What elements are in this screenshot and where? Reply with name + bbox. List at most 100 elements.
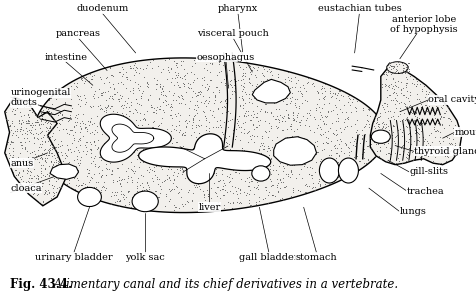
Point: [192, 177, 200, 181]
Point: [34, 176, 41, 180]
Point: [325, 153, 333, 157]
Point: [430, 152, 437, 157]
Point: [52, 190, 60, 194]
Point: [399, 71, 407, 75]
Point: [218, 69, 225, 74]
Point: [153, 105, 161, 110]
Point: [377, 134, 384, 139]
Point: [385, 127, 392, 132]
Point: [36, 122, 43, 126]
Point: [50, 186, 57, 191]
Polygon shape: [50, 164, 79, 179]
Point: [187, 69, 195, 74]
Point: [277, 97, 284, 102]
Point: [176, 166, 183, 170]
Point: [446, 116, 453, 120]
Point: [189, 116, 197, 121]
Point: [278, 127, 286, 132]
Point: [320, 102, 327, 106]
Point: [115, 198, 123, 203]
Point: [436, 117, 444, 121]
Point: [239, 71, 247, 75]
Point: [232, 81, 239, 86]
Point: [71, 166, 79, 171]
Point: [388, 65, 396, 70]
Point: [26, 107, 33, 112]
Point: [235, 149, 243, 154]
Point: [129, 110, 136, 115]
Point: [23, 167, 31, 172]
Point: [288, 124, 295, 128]
Point: [175, 189, 182, 194]
Point: [36, 123, 43, 128]
Point: [292, 153, 299, 157]
Point: [218, 99, 225, 104]
Point: [98, 173, 106, 177]
Point: [187, 155, 194, 160]
Point: [58, 109, 65, 113]
Point: [316, 97, 323, 102]
Point: [347, 164, 355, 168]
Point: [236, 186, 244, 191]
Point: [91, 142, 99, 147]
Point: [410, 145, 417, 150]
Point: [112, 118, 120, 123]
Point: [36, 126, 44, 131]
Point: [107, 104, 115, 109]
Point: [279, 91, 287, 96]
Point: [223, 104, 231, 109]
Point: [174, 171, 182, 176]
Point: [188, 63, 195, 68]
Point: [54, 149, 62, 154]
Point: [16, 127, 23, 131]
Point: [204, 101, 212, 106]
Point: [110, 92, 118, 97]
Point: [224, 97, 231, 102]
Point: [169, 173, 177, 177]
Point: [431, 150, 439, 155]
Point: [347, 148, 355, 153]
Point: [78, 76, 85, 81]
Point: [391, 70, 399, 75]
Point: [8, 138, 15, 143]
Point: [83, 149, 90, 153]
Point: [189, 146, 197, 151]
Point: [77, 121, 84, 126]
Point: [45, 109, 52, 113]
Point: [335, 160, 342, 164]
Point: [402, 84, 410, 89]
Point: [32, 113, 40, 117]
Point: [261, 166, 269, 171]
Point: [399, 62, 407, 67]
Point: [203, 187, 210, 192]
Point: [367, 113, 374, 118]
Point: [218, 144, 226, 149]
Point: [193, 162, 201, 167]
Point: [285, 159, 292, 163]
Point: [131, 106, 139, 111]
Point: [163, 162, 171, 166]
Point: [129, 168, 136, 172]
Point: [111, 190, 119, 195]
Point: [276, 96, 283, 101]
Text: anterior lobe: anterior lobe: [392, 14, 456, 24]
Point: [216, 59, 223, 64]
Point: [149, 124, 157, 129]
Point: [377, 156, 385, 161]
Point: [61, 155, 69, 160]
Point: [29, 132, 37, 136]
Point: [55, 160, 63, 164]
Point: [403, 81, 410, 85]
Point: [276, 91, 284, 96]
Point: [372, 133, 380, 138]
Point: [370, 119, 378, 124]
Point: [102, 98, 109, 103]
Point: [52, 159, 60, 164]
Point: [143, 181, 151, 186]
Point: [197, 200, 205, 205]
Point: [335, 152, 343, 157]
Point: [155, 181, 162, 186]
Point: [359, 164, 367, 169]
Point: [161, 110, 169, 115]
Point: [76, 130, 84, 135]
